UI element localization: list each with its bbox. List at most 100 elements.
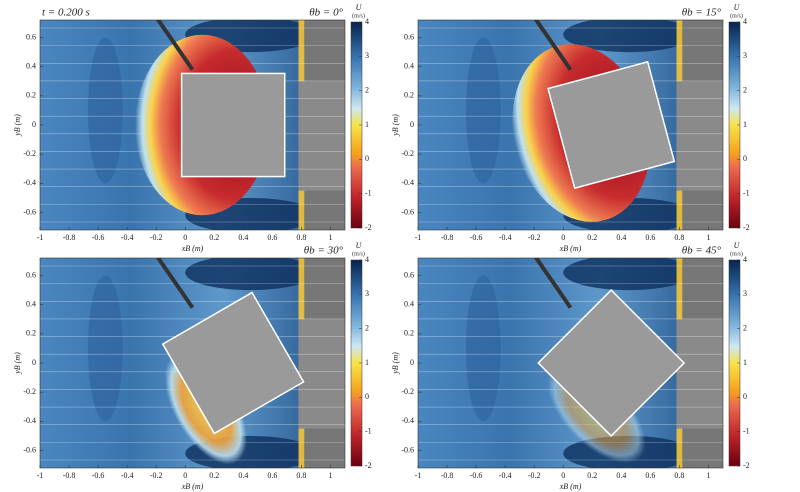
y-tick-label: 0	[410, 358, 414, 367]
y-tick-label: 0.6	[26, 32, 36, 41]
plot-area	[40, 20, 345, 230]
colorbar-tick-label: -1	[365, 188, 372, 197]
box	[547, 60, 676, 190]
colorbar-unit: (m/s)	[352, 12, 365, 19]
flow-band	[563, 20, 694, 53]
panel-title: θb = 0°	[309, 7, 343, 19]
plot-area	[418, 258, 723, 468]
x-tick-label: 1	[706, 471, 710, 480]
colorbar-tick-label: 3	[365, 289, 369, 298]
y-tick-label: 0	[410, 120, 414, 129]
x-tick-label: 0.2	[587, 233, 597, 242]
x-axis-label: xB (m)	[181, 482, 204, 491]
y-tick-label: 0.2	[404, 329, 414, 338]
x-tick-label: -0.4	[499, 471, 512, 480]
y-tick-label: 0.6	[26, 270, 36, 279]
colorbar-tick-label: 4	[743, 17, 747, 26]
wall-gap	[676, 81, 723, 191]
colorbar-unit: (m/s)	[730, 12, 743, 19]
y-tick-label: 0.4	[404, 61, 414, 70]
box	[537, 289, 686, 437]
x-tick-label: -0.8	[63, 471, 76, 480]
x-axis-label: xB (m)	[559, 482, 582, 491]
y-tick-label: -0.4	[23, 416, 36, 425]
colorbar-label: U	[734, 241, 741, 250]
colorbar-tick-label: 3	[743, 51, 747, 60]
box	[180, 72, 286, 178]
x-tick-label: 0.6	[645, 471, 655, 480]
colorbar-tick-label: 2	[365, 323, 369, 332]
y-tick-label: 0	[32, 358, 36, 367]
x-axis-label: xB (m)	[181, 244, 204, 253]
x-tick-label: -1	[37, 233, 44, 242]
colorbar-tick-label: -2	[365, 461, 372, 470]
x-tick-label: 0.8	[296, 233, 306, 242]
y-tick-label: -0.6	[401, 207, 414, 216]
panel-title: θb = 15°	[682, 7, 722, 19]
x-tick-label: 0.6	[267, 233, 277, 242]
x-tick-label: 0	[183, 471, 187, 480]
x-tick-label: 0.4	[616, 471, 626, 480]
x-tick-label: 0.8	[674, 233, 684, 242]
colorbar-unit: (m/s)	[730, 250, 743, 257]
colorbar-tick-label: 1	[365, 120, 369, 129]
colorbar-unit: (m/s)	[352, 250, 365, 257]
colorbar-tick-label: 3	[743, 289, 747, 298]
x-tick-label: 0.6	[645, 233, 655, 242]
x-tick-label: -1	[37, 471, 44, 480]
y-tick-label: -0.2	[23, 149, 36, 158]
wall-gap	[298, 81, 345, 191]
x-tick-label: -1	[415, 233, 422, 242]
y-tick-label: 0.2	[26, 329, 36, 338]
y-axis-label: yB (m)	[13, 114, 22, 137]
box	[161, 291, 305, 435]
y-tick-label: 0.4	[26, 61, 36, 70]
x-tick-label: -0.8	[441, 233, 454, 242]
colorbar-tick-label: -1	[743, 426, 750, 435]
x-tick-label: 1	[328, 471, 332, 480]
plot-area	[418, 20, 723, 230]
y-tick-label: -0.6	[23, 445, 36, 454]
x-tick-label: -0.2	[528, 233, 541, 242]
colorbar-tick-label: 2	[743, 85, 747, 94]
x-tick-label: -0.6	[92, 471, 105, 480]
x-tick-label: 0.6	[267, 471, 277, 480]
x-tick-label: -1	[415, 471, 422, 480]
panel-title: θb = 30°	[304, 245, 344, 257]
y-tick-label: -0.4	[401, 416, 414, 425]
x-tick-label: -0.4	[499, 233, 512, 242]
colorbar-tick-label: 4	[365, 17, 369, 26]
colorbar-label: U	[356, 3, 363, 12]
colorbar-tick-label: -1	[743, 188, 750, 197]
colorbar-label: U	[356, 241, 363, 250]
colorbar-tick-label: -2	[743, 461, 750, 470]
y-tick-label: 0.4	[404, 299, 414, 308]
x-tick-label: -0.2	[150, 471, 163, 480]
x-tick-label: -0.2	[528, 471, 541, 480]
flow-band	[563, 258, 694, 291]
colorbar-tick-label: 0	[365, 392, 369, 401]
colorbar-tick-label: -2	[743, 223, 750, 232]
y-tick-label: 0	[32, 120, 36, 129]
x-tick-label: -0.8	[441, 471, 454, 480]
support-rod	[155, 20, 195, 71]
plot-area	[40, 258, 345, 468]
wall-gap	[676, 319, 723, 429]
flow-band	[465, 275, 501, 422]
colorbar-tick-label: -1	[365, 426, 372, 435]
x-tick-label: -0.4	[121, 471, 134, 480]
y-tick-label: -0.2	[401, 387, 414, 396]
x-tick-label: 0.4	[238, 471, 248, 480]
x-tick-label: -0.6	[92, 233, 105, 242]
y-tick-label: 0.2	[404, 91, 414, 100]
y-tick-label: 0.2	[26, 91, 36, 100]
y-axis-label: yB (m)	[13, 352, 22, 375]
x-tick-label: 0.2	[209, 471, 219, 480]
y-tick-label: 0.6	[404, 32, 414, 41]
panel-title: θb = 45°	[682, 245, 722, 257]
x-tick-label: 0.2	[209, 233, 219, 242]
flow-band	[87, 37, 123, 184]
colorbar-tick-label: 2	[743, 323, 747, 332]
x-tick-label: -0.2	[150, 233, 163, 242]
x-tick-label: -0.8	[63, 233, 76, 242]
